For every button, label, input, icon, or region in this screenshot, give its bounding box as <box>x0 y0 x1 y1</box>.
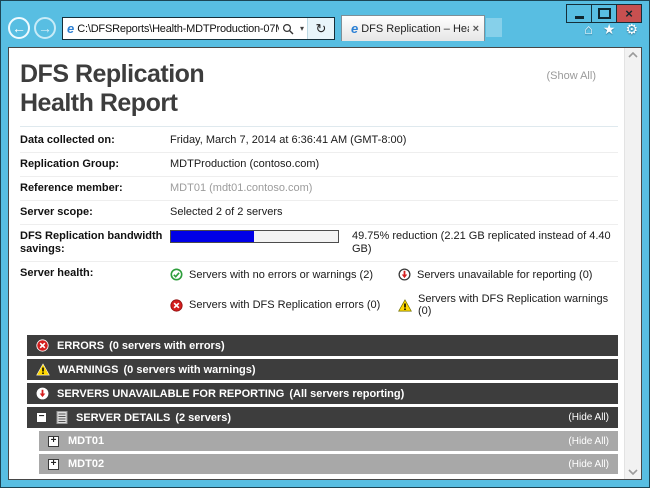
unavailable-icon <box>398 268 411 281</box>
report-sections: ERRORS (0 servers with errors) WARNINGS … <box>27 335 618 474</box>
search-icon <box>282 23 294 34</box>
server-row-mdt01[interactable]: + MDT01 (Hide All) <box>39 431 618 451</box>
address-bar[interactable]: e C:\DFSReports\Health-MDTProduction-07M… <box>62 17 335 40</box>
warning-icon <box>398 298 412 311</box>
bandwidth-progress-bar <box>170 230 339 243</box>
health-item-ok: Servers with no errors or warnings (2) <box>170 268 398 281</box>
info-row-server-scope: Server scope: Selected 2 of 2 servers <box>20 200 618 224</box>
info-row-bandwidth-savings: DFS Replication bandwidth savings: 49.75… <box>20 224 618 261</box>
search-button[interactable] <box>279 18 297 39</box>
address-dropdown-button[interactable]: ▾ <box>297 18 307 39</box>
hide-all-link[interactable]: (Hide All) <box>568 435 609 447</box>
bandwidth-savings-text: 49.75% reduction (2.21 GB replicated ins… <box>352 230 611 255</box>
address-text[interactable]: C:\DFSReports\Health-MDTProduction-07Ma <box>77 22 279 35</box>
minimize-icon <box>574 15 584 19</box>
info-row-data-collected: Data collected on: Friday, March 7, 2014… <box>20 134 407 146</box>
warning-icon <box>36 363 50 376</box>
home-icon[interactable]: ⌂ <box>584 21 593 37</box>
show-all-link[interactable]: (Show All) <box>546 70 596 82</box>
close-button[interactable]: × <box>616 4 642 23</box>
error-icon <box>36 339 49 352</box>
page-viewport: DFS Replication Health Report (Show All)… <box>8 47 642 480</box>
health-item-warnings: Servers with DFS Replication warnings (0… <box>398 293 618 317</box>
settings-gear-icon[interactable]: ⚙ <box>625 21 638 37</box>
bandwidth-bar-fill <box>171 231 255 242</box>
info-row-reference-member: Reference member: MDT01 (mdt01.contoso.c… <box>20 176 618 200</box>
back-button[interactable]: ← <box>8 17 30 39</box>
report-page: DFS Replication Health Report (Show All)… <box>9 48 624 479</box>
vertical-scrollbar[interactable] <box>624 48 641 479</box>
health-item-errors: Servers with DFS Replication errors (0) <box>170 293 398 317</box>
scroll-up-icon[interactable] <box>628 52 638 58</box>
back-arrow-icon: ← <box>12 20 26 36</box>
window-controls: × <box>566 4 642 23</box>
collapse-minus-icon[interactable]: − <box>36 412 47 423</box>
ok-icon <box>170 268 183 281</box>
report-summary: Data collected on: Friday, March 7, 2014… <box>20 129 618 322</box>
hide-all-link[interactable]: (Hide All) <box>568 458 609 470</box>
server-name: MDT02 <box>68 458 105 470</box>
forward-arrow-icon: → <box>38 20 52 36</box>
browser-tab[interactable]: e DFS Replication – Health Re... × <box>341 15 485 41</box>
chevron-down-icon: ▾ <box>299 24 304 33</box>
server-icon <box>56 411 68 424</box>
unavailable-icon <box>36 387 49 400</box>
health-item-unavailable: Servers unavailable for reporting (0) <box>398 268 618 281</box>
expand-plus-icon[interactable]: + <box>48 435 59 447</box>
browser-toolbar-icons: ⌂ ★ ⚙ <box>584 22 638 36</box>
scroll-down-icon[interactable] <box>628 469 638 475</box>
page-title: DFS Replication Health Report <box>20 60 205 117</box>
ie-page-icon: e <box>67 21 75 36</box>
info-row-replication-group: Replication Group: MDTProduction (contos… <box>20 152 618 176</box>
maximize-icon <box>597 8 611 19</box>
section-errors[interactable]: ERRORS (0 servers with errors) <box>27 335 618 356</box>
ie-tab-icon: e <box>351 21 359 36</box>
expand-plus-icon[interactable]: + <box>48 458 59 470</box>
report-header: DFS Replication Health Report (Show All) <box>20 56 618 127</box>
server-name: MDT01 <box>68 435 105 447</box>
tab-close-button[interactable]: × <box>472 22 479 35</box>
new-tab-button[interactable] <box>486 18 502 37</box>
refresh-button[interactable]: ↻ <box>307 18 334 39</box>
section-warnings[interactable]: WARNINGS (0 servers with warnings) <box>27 359 618 380</box>
section-servers-unavailable[interactable]: SERVERS UNAVAILABLE FOR REPORTING (All s… <box>27 383 618 404</box>
server-row-mdt02[interactable]: + MDT02 (Hide All) <box>39 454 618 474</box>
tab-title: DFS Replication – Health Re... <box>361 22 468 35</box>
hide-all-link[interactable]: (Hide All) <box>568 412 609 423</box>
info-row-server-health: Server health: Servers with no errors or… <box>20 261 618 322</box>
close-icon: × <box>625 6 633 21</box>
forward-button[interactable]: → <box>34 17 56 39</box>
section-server-details[interactable]: − SERVER DETAILS (2 servers) (Hide All) <box>27 407 618 428</box>
error-icon <box>170 298 183 312</box>
favorites-star-icon[interactable]: ★ <box>602 21 616 37</box>
refresh-icon: ↻ <box>315 20 327 36</box>
